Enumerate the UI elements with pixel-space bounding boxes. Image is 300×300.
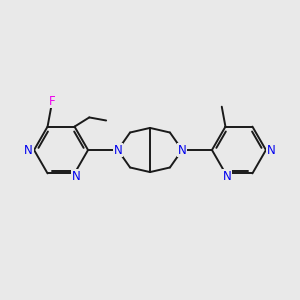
Text: N: N xyxy=(267,143,276,157)
Text: F: F xyxy=(49,95,55,108)
Text: N: N xyxy=(223,170,231,183)
Text: N: N xyxy=(113,143,122,157)
Text: N: N xyxy=(24,143,33,157)
Text: N: N xyxy=(72,170,80,183)
Text: N: N xyxy=(178,143,187,157)
